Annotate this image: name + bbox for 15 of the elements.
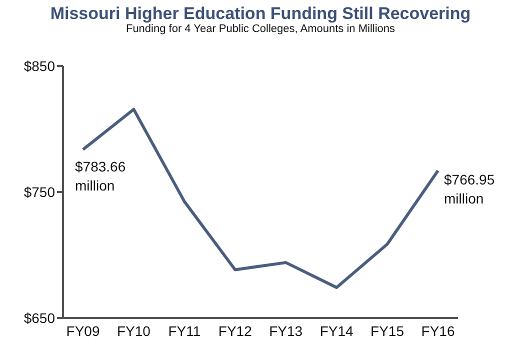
x-tick-label: FY10 <box>116 322 151 339</box>
chart-title: Missouri Higher Education Funding Still Recovering <box>49 4 472 23</box>
x-tick-label: FY11 <box>168 322 201 339</box>
data-label: $766.95 million <box>444 172 495 207</box>
data-label: $783.66 million <box>75 158 126 194</box>
x-tick-label: FY09 <box>66 322 100 339</box>
y-tick-label: $850 <box>24 58 56 74</box>
x-tick-label: FY16 <box>421 322 455 339</box>
chart-subtitle: Funding for 4 Year Public Colleges, Amounts in Millions <box>124 23 396 36</box>
x-tick-label: FY13 <box>269 322 303 339</box>
x-tick-label: FY14 <box>320 322 354 339</box>
y-tick-label: $750 <box>24 184 56 200</box>
x-tick-label: FY12 <box>218 322 252 339</box>
x-tick-label: FY15 <box>370 322 404 339</box>
y-tick-label: $650 <box>24 310 56 326</box>
